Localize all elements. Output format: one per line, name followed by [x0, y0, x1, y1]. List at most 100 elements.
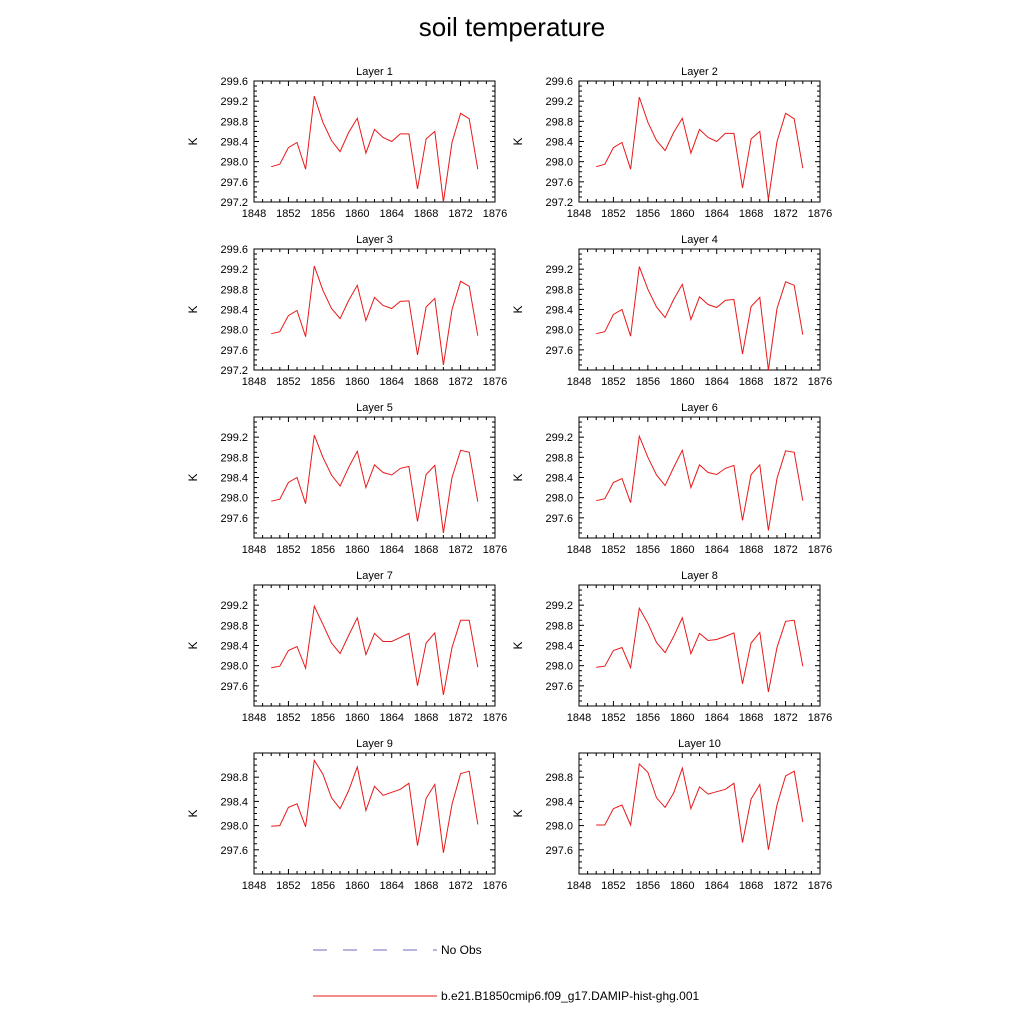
x-tick-label: 1864 [704, 712, 728, 724]
y-axis-label: K [186, 137, 200, 145]
x-tick-label: 1876 [808, 544, 832, 556]
x-tick-label: 1864 [704, 376, 728, 388]
y-tick-label: 297.6 [220, 345, 248, 357]
x-tick-label: 1848 [567, 208, 591, 220]
x-tick-label: 1852 [601, 880, 625, 892]
y-tick-label: 298.8 [220, 772, 248, 784]
x-tick-label: 1860 [345, 208, 369, 220]
panel-title: Layer 9 [356, 738, 393, 750]
plot-frame [578, 416, 821, 539]
y-tick-label: 298.4 [545, 137, 573, 149]
y-tick-label: 298.8 [220, 452, 248, 464]
y-tick-label: 299.2 [545, 432, 573, 444]
panel-layer-10: Layer 10 K 1848 1852 1856 1860 1864 1868 1872 187… [511, 738, 832, 892]
x-tick-label: 1864 [379, 544, 403, 556]
x-tick-label: 1872 [773, 880, 797, 892]
x-tick-label: 1872 [773, 376, 797, 388]
x-tick-label: 1860 [345, 712, 369, 724]
y-tick-label: 298.8 [545, 772, 573, 784]
plot-frame [578, 752, 821, 875]
x-tick-label: 1856 [636, 376, 660, 388]
x-tick-label: 1848 [242, 544, 266, 556]
y-tick-label: 297.6 [545, 345, 573, 357]
y-axis-label: K [511, 473, 525, 481]
series-line [271, 265, 479, 366]
y-tick-label: 298.8 [220, 284, 248, 296]
y-tick-label: 297.6 [545, 513, 573, 525]
x-tick-label: 1876 [483, 376, 507, 388]
y-tick-label: 298.8 [545, 620, 573, 632]
x-tick-label: 1848 [567, 712, 591, 724]
x-tick-label: 1868 [414, 880, 438, 892]
y-tick-label: 297.6 [545, 845, 573, 857]
x-tick-label: 1872 [448, 376, 472, 388]
series-line [271, 95, 479, 203]
y-tick-label: 297.2 [545, 197, 573, 209]
y-tick-label: 299.2 [220, 264, 248, 276]
x-tick-label: 1860 [345, 544, 369, 556]
y-axis-label: K [186, 809, 200, 817]
x-tick-label: 1852 [601, 712, 625, 724]
series-line [596, 96, 804, 200]
y-tick-label: 298.0 [545, 493, 573, 505]
y-tick-label: 298.4 [545, 641, 573, 653]
series-line [596, 762, 804, 850]
y-tick-label: 298.0 [220, 157, 248, 169]
y-tick-label: 298.8 [545, 452, 573, 464]
x-tick-label: 1856 [311, 376, 335, 388]
plot-frame [253, 752, 496, 875]
y-tick-label: 297.2 [220, 197, 248, 209]
x-tick-label: 1860 [670, 376, 694, 388]
x-tick-label: 1860 [670, 544, 694, 556]
plot-frame [578, 584, 821, 707]
x-tick-label: 1872 [448, 544, 472, 556]
panel-title: Layer 7 [356, 570, 393, 582]
y-tick-label: 299.2 [545, 600, 573, 612]
y-tick-label: 299.2 [220, 432, 248, 444]
x-tick-label: 1868 [739, 544, 763, 556]
panel-layer-4: Layer 4 K 1848 1852 1856 1860 1864 1868 1872 1876… [511, 234, 832, 388]
x-tick-label: 1864 [704, 544, 728, 556]
series-line [596, 434, 804, 531]
panel-layer-3: Layer 3 K 1848 1852 1856 1860 1864 1868 1872 1876… [186, 234, 507, 388]
y-axis-label: K [186, 305, 200, 313]
x-tick-label: 1852 [601, 544, 625, 556]
x-tick-label: 1852 [276, 376, 300, 388]
y-tick-label: 298.8 [545, 116, 573, 128]
x-tick-label: 1872 [773, 208, 797, 220]
x-tick-label: 1876 [808, 208, 832, 220]
x-tick-label: 1856 [636, 208, 660, 220]
x-tick-label: 1856 [311, 208, 335, 220]
y-axis-label: K [511, 305, 525, 313]
y-tick-label: 298.0 [220, 661, 248, 673]
y-tick-label: 298.4 [220, 796, 248, 808]
panel-title: Layer 1 [356, 66, 393, 78]
panel-layer-2: Layer 2 K 1848 1852 1856 1860 1864 1868 1872 1876… [511, 66, 832, 220]
y-tick-label: 298.4 [545, 305, 573, 317]
panel-title: Layer 3 [356, 234, 393, 246]
x-tick-label: 1876 [483, 880, 507, 892]
series-line [596, 606, 804, 692]
y-axis-label: K [186, 641, 200, 649]
panel-layer-5: Layer 5 K 1848 1852 1856 1860 1864 1868 1872 1876… [186, 402, 507, 556]
y-axis-label: K [511, 641, 525, 649]
x-tick-label: 1856 [636, 544, 660, 556]
x-tick-label: 1852 [276, 712, 300, 724]
x-tick-label: 1872 [773, 544, 797, 556]
y-tick-label: 298.8 [545, 284, 573, 296]
panel-layer-6: Layer 6 K 1848 1852 1856 1860 1864 1868 1872 1876… [511, 402, 832, 556]
x-tick-label: 1864 [379, 880, 403, 892]
panel-layer-1: Layer 1 K 1848 1852 1856 1860 1864 1868 1872 1876… [186, 66, 507, 220]
x-tick-label: 1868 [414, 544, 438, 556]
plot-frame [253, 80, 496, 203]
x-tick-label: 1876 [808, 712, 832, 724]
panel-layer-7: Layer 7 K 1848 1852 1856 1860 1864 1868 1872 1876… [186, 570, 507, 724]
y-axis-label: K [511, 809, 525, 817]
series-line [596, 266, 804, 371]
x-tick-label: 1848 [242, 376, 266, 388]
y-tick-label: 298.4 [545, 796, 573, 808]
y-tick-label: 298.0 [220, 493, 248, 505]
x-tick-label: 1860 [670, 880, 694, 892]
x-tick-label: 1848 [567, 544, 591, 556]
